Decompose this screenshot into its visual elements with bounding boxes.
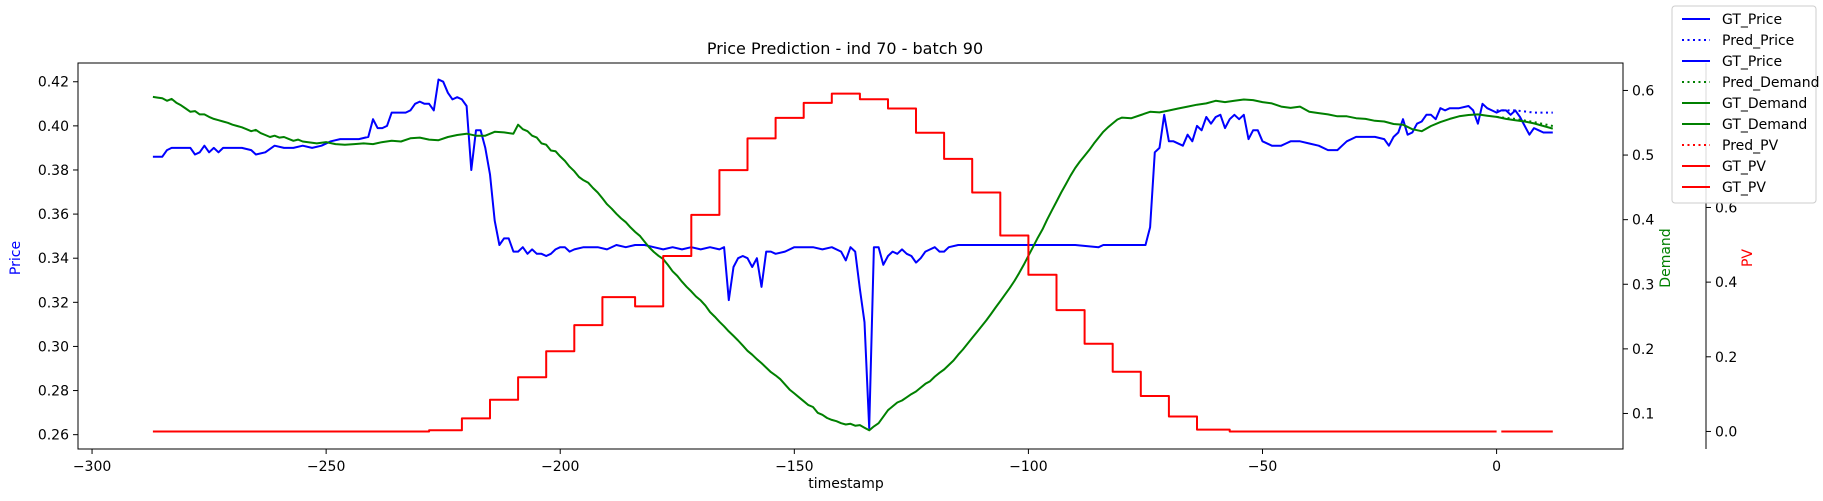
x-tick-label: 0 (1492, 459, 1501, 475)
pv-tick-label: 0.2 (1715, 350, 1737, 366)
price-tick-label: 0.36 (38, 207, 69, 223)
price-tick-label: 0.40 (38, 119, 69, 135)
axes-group: −300 −250 −200 −150 −100 −50 0 0.26 0.28 0.30 0.32… (38, 62, 1737, 475)
x-tick-label: −250 (307, 459, 345, 475)
plot-frame (77, 62, 1624, 450)
series-group (152, 78, 1554, 433)
x-tick-label: −150 (775, 459, 813, 475)
pv-tick-label: 0.4 (1715, 275, 1737, 291)
legend: GT_Price Pred_Price GT_Price Pred_Demand GT_… (1671, 5, 1820, 204)
series-line-gt-demand-2 (152, 95, 1554, 432)
x-tick-label: −100 (1009, 459, 1047, 475)
legend-label: Pred_Price (1722, 33, 1794, 49)
x-tick-label: −50 (1248, 459, 1278, 475)
legend-label: GT_Price (1722, 54, 1782, 70)
demand-tick-label: 0.4 (1632, 213, 1654, 229)
demand-tick-label: 0.3 (1632, 277, 1654, 293)
price-axis-title: Price (8, 241, 24, 275)
chart-title: Price Prediction - ind 70 - batch 90 (707, 39, 983, 58)
legend-label: GT_Demand (1722, 96, 1807, 112)
legend-label: Pred_PV (1722, 138, 1779, 154)
legend-label: GT_Price (1722, 12, 1782, 28)
pv-tick-label: 0.6 (1715, 200, 1737, 216)
legend-label: GT_PV (1722, 159, 1766, 175)
demand-axis-title: Demand (1658, 228, 1674, 287)
pv-tick-label: 0.0 (1715, 424, 1737, 440)
price-tick-label: 0.42 (38, 75, 69, 91)
demand-tick-label: 0.5 (1632, 148, 1654, 164)
x-tick-label: −200 (541, 459, 579, 475)
price-tick-label: 0.28 (38, 384, 69, 400)
price-tick-label: 0.34 (38, 251, 69, 267)
demand-tick-label: 0.6 (1632, 83, 1654, 99)
series-line-gt-price-0 (152, 78, 1553, 429)
legend-box (1671, 5, 1817, 204)
x-axis-title: timestamp (808, 476, 884, 492)
price-tick-label: 0.32 (38, 295, 69, 311)
price-tick-label: 0.38 (38, 163, 69, 179)
series-line-pred-demand-3 (1496, 115, 1554, 127)
x-tick-label: −300 (73, 459, 111, 475)
legend-label: Pred_Demand (1722, 75, 1820, 91)
price-tick-label: 0.26 (38, 428, 69, 444)
legend-label: GT_PV (1722, 180, 1766, 196)
legend-label: GT_Demand (1722, 117, 1807, 133)
price-tick-label: 0.30 (38, 339, 69, 355)
series-line-gt-pv-4 (152, 92, 1497, 433)
demand-tick-label: 0.1 (1632, 406, 1654, 422)
series-line-pred-price-1 (1496, 109, 1553, 114)
demand-tick-label: 0.2 (1632, 342, 1654, 358)
pv-axis-title: PV (1740, 249, 1756, 267)
